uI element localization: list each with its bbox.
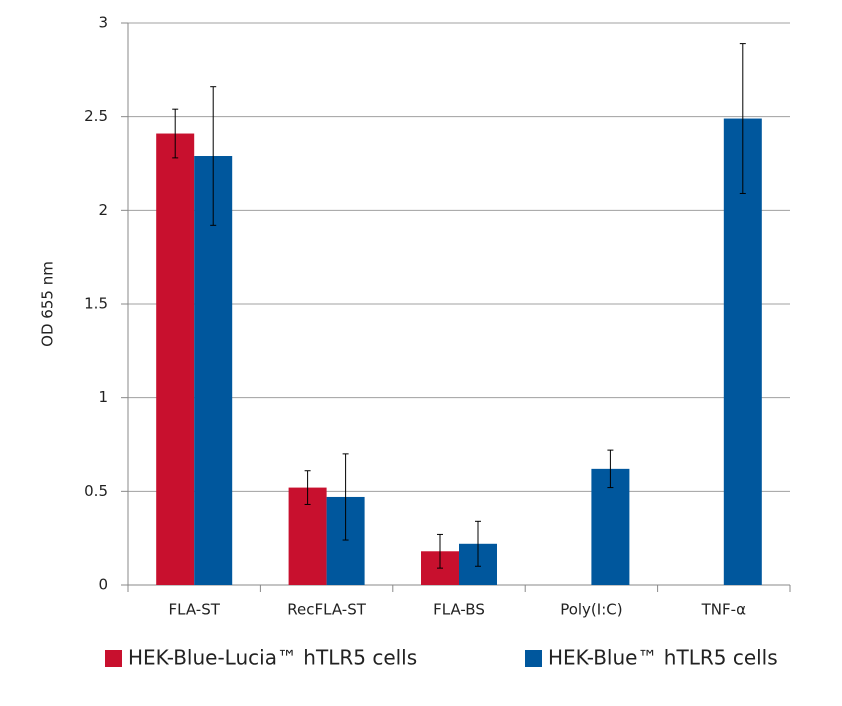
error-bar (607, 449, 614, 489)
y-tick-label: 0 (98, 576, 108, 594)
x-tick-label: FLA-BS (433, 601, 485, 619)
x-tick-label: RecFLA-ST (287, 601, 366, 619)
error-bar (172, 108, 179, 159)
legend-text: HEK-Blue™ hTLR5 cells (548, 646, 778, 670)
bar (591, 468, 630, 585)
legend-swatch (105, 650, 122, 667)
error-bar (437, 533, 443, 569)
x-tick-label: Poly(I:C) (560, 601, 622, 619)
y-tick-label: 3 (98, 14, 108, 32)
y-tick-label: 1 (98, 388, 108, 406)
x-tick-label: FLA-ST (169, 601, 221, 619)
y-tick-label: 2 (98, 201, 108, 219)
error-bar (475, 520, 481, 567)
bar (156, 133, 195, 585)
legend-text: HEK-Blue-Lucia™ hTLR5 cells (128, 646, 417, 670)
error-bar (304, 470, 311, 505)
y-tick-label: 0.5 (84, 482, 108, 500)
bar (723, 118, 762, 585)
error-bar (739, 43, 746, 194)
y-axis-label: OD 655 nm (39, 261, 57, 347)
error-bar (342, 453, 349, 541)
legend-swatch (525, 650, 542, 667)
error-bar (210, 86, 217, 226)
y-tick-label: 1.5 (84, 295, 108, 313)
x-tick-label: TNF-α (701, 601, 746, 619)
y-tick-label: 2.5 (84, 107, 108, 125)
bar (194, 156, 233, 586)
